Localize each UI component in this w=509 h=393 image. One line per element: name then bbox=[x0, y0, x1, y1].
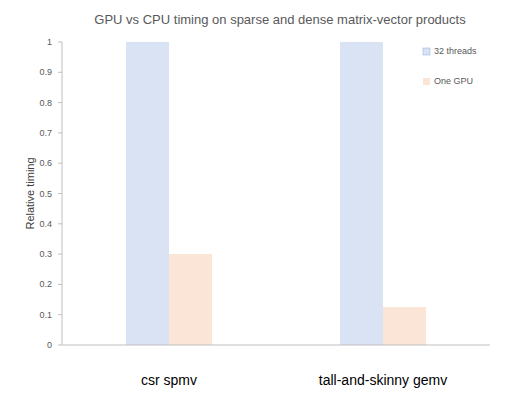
y-tick-label: 0.4 bbox=[39, 219, 52, 229]
y-tick-label: 0.1 bbox=[39, 310, 52, 320]
legend-swatch bbox=[423, 48, 430, 55]
y-tick-label: 0.3 bbox=[39, 249, 52, 259]
bar bbox=[126, 42, 169, 345]
y-tick bbox=[58, 254, 62, 255]
bars bbox=[126, 42, 426, 345]
legend-label: One GPU bbox=[434, 76, 473, 86]
y-tick-label: 0.5 bbox=[39, 189, 52, 199]
y-tick bbox=[58, 163, 62, 164]
y-tick-label: 0.9 bbox=[39, 67, 52, 77]
x-tick-label: tall-and-skinny gemv bbox=[319, 372, 447, 388]
legend-label: 32 threads bbox=[434, 46, 477, 56]
y-tick bbox=[58, 223, 62, 224]
y-tick-label: 1 bbox=[47, 37, 52, 47]
x-tick-label: csr spmv bbox=[141, 372, 197, 388]
bar bbox=[169, 254, 212, 345]
y-tick bbox=[58, 102, 62, 103]
y-tick bbox=[58, 314, 62, 315]
y-tick bbox=[58, 42, 62, 43]
y-tick-label: 0.2 bbox=[39, 279, 52, 289]
y-tick bbox=[58, 345, 62, 346]
y-tick bbox=[58, 284, 62, 285]
y-axis bbox=[62, 42, 63, 345]
title: GPU vs CPU timing on sparse and dense ma… bbox=[94, 12, 466, 27]
y-tick bbox=[58, 72, 62, 73]
bar bbox=[340, 42, 383, 345]
y-axis-label: Relative timing bbox=[24, 157, 36, 229]
y-tick-label: 0.6 bbox=[39, 158, 52, 168]
legend-swatch bbox=[423, 78, 430, 85]
chart: GPU vs CPU timing on sparse and dense ma… bbox=[0, 0, 509, 393]
y-tick-label: 0.8 bbox=[39, 98, 52, 108]
y-tick-label: 0 bbox=[47, 340, 52, 350]
bar bbox=[383, 307, 426, 345]
x-axis bbox=[62, 345, 490, 346]
y-tick bbox=[58, 132, 62, 133]
y-tick bbox=[58, 193, 62, 194]
y-tick-label: 0.7 bbox=[39, 128, 52, 138]
